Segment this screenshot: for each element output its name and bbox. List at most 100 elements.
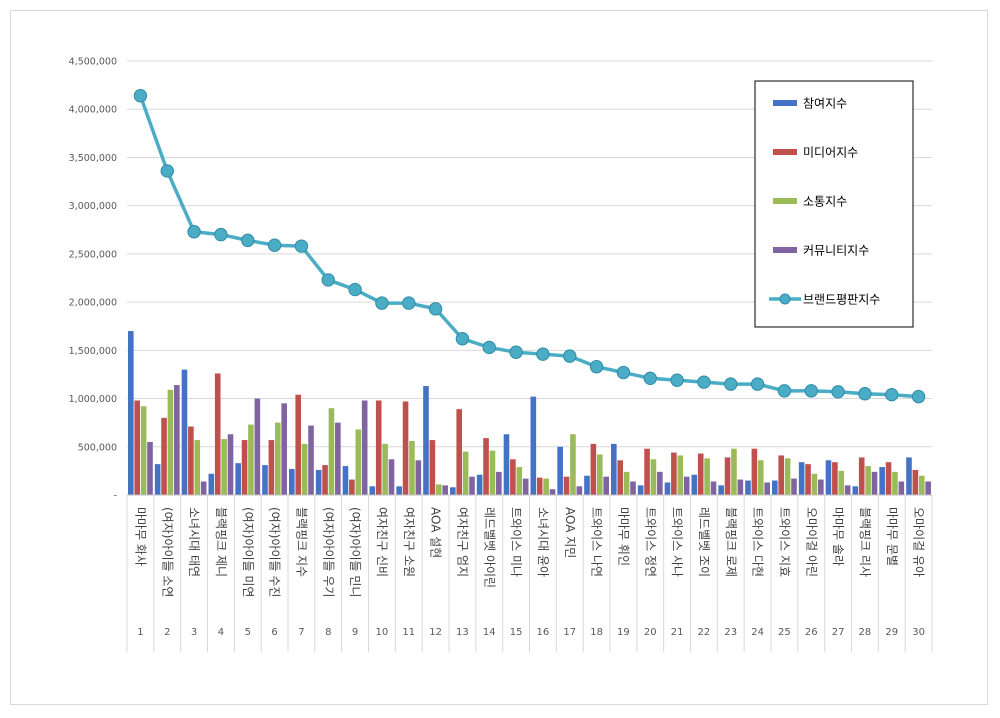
category-label: 트와이스 사나 bbox=[670, 507, 684, 577]
bar-참여지수-4 bbox=[208, 473, 215, 495]
category-label: 여자친구 소원 bbox=[402, 507, 416, 577]
bar-미디어지수-21 bbox=[671, 452, 677, 495]
bar-참여지수-20 bbox=[637, 485, 644, 495]
rank-label: 23 bbox=[724, 627, 737, 638]
bar-미디어지수-23 bbox=[724, 457, 731, 495]
category-label: 소녀시대 윤아 bbox=[536, 507, 550, 577]
bar-참여지수-11 bbox=[396, 486, 402, 495]
bar-참여지수-26 bbox=[798, 462, 805, 495]
bar-소통지수-13 bbox=[462, 451, 469, 495]
point-brand-reputation-11 bbox=[402, 296, 416, 310]
legend-swatch-marker bbox=[779, 293, 791, 305]
bar-소통지수-18 bbox=[596, 454, 603, 495]
bar-소통지수-4 bbox=[221, 439, 227, 495]
chart-frame: - 500,000 1,000,000 1,500,000 2,000,000 2,500… bbox=[10, 10, 988, 705]
point-brand-reputation-5 bbox=[241, 233, 255, 248]
y-axis-ticks: - 500,000 1,000,000 1,500,000 2,000,000 2,500… bbox=[69, 57, 117, 502]
bar-소통지수-29 bbox=[892, 471, 898, 495]
bar-소통지수-19 bbox=[623, 471, 630, 495]
bar-참여지수-2 bbox=[154, 464, 161, 495]
category-label: 여자친구 신비 bbox=[375, 507, 389, 577]
bar-참여지수-24 bbox=[745, 480, 751, 495]
bar-소통지수-8 bbox=[328, 408, 335, 495]
legend-label: 소통지수 bbox=[803, 195, 847, 209]
bar-소통지수-23 bbox=[731, 448, 737, 495]
bar-소통지수-9 bbox=[355, 429, 362, 495]
y-tick-label: 1,000,000 bbox=[69, 394, 117, 405]
rank-label: 14 bbox=[483, 627, 496, 638]
rank-label: 1 bbox=[137, 627, 143, 638]
rank-label: 7 bbox=[298, 627, 304, 638]
bar-미디어지수-13 bbox=[456, 409, 463, 495]
bar-미디어지수-6 bbox=[268, 440, 275, 495]
bar-소통지수-25 bbox=[784, 458, 791, 495]
category-label: 마마무 화사 bbox=[133, 507, 147, 566]
bar-참여지수-15 bbox=[503, 434, 510, 495]
y-tick-label: 4,000,000 bbox=[69, 105, 117, 116]
legend-label: 미디어지수 bbox=[803, 146, 858, 160]
bar-미디어지수-12 bbox=[429, 440, 436, 495]
category-label: 레드벨벳 조이 bbox=[697, 507, 711, 577]
y-tick-label: 3,500,000 bbox=[69, 153, 117, 164]
line-series bbox=[133, 89, 926, 404]
rank-label: 16 bbox=[537, 627, 550, 638]
bar-커뮤니티지수-19 bbox=[630, 481, 636, 495]
bar-커뮤니티지수-27 bbox=[844, 485, 851, 495]
bar-미디어지수-2 bbox=[161, 417, 167, 495]
bar-참여지수-3 bbox=[181, 369, 188, 495]
bar-소통지수-11 bbox=[409, 440, 415, 495]
bar-참여지수-12 bbox=[423, 386, 429, 495]
point-brand-reputation-2 bbox=[160, 164, 174, 178]
bar-참여지수-6 bbox=[262, 465, 268, 495]
bar-미디어지수-22 bbox=[697, 453, 704, 495]
point-brand-reputation-27 bbox=[831, 385, 845, 399]
gridlines bbox=[127, 60, 932, 496]
bar-참여지수-9 bbox=[342, 466, 349, 495]
bar-커뮤니티지수-24 bbox=[764, 482, 770, 495]
bar-참여지수-1 bbox=[128, 331, 134, 495]
bar-참여지수-13 bbox=[450, 487, 456, 495]
point-brand-reputation-13 bbox=[455, 332, 470, 346]
bar-참여지수-18 bbox=[584, 475, 590, 495]
bar-미디어지수-9 bbox=[349, 479, 355, 495]
rank-label: 2 bbox=[164, 627, 170, 638]
y-tick-label: 2,000,000 bbox=[69, 298, 117, 309]
point-brand-reputation-26 bbox=[804, 384, 818, 398]
bar-소통지수-20 bbox=[650, 459, 657, 495]
rank-label: 20 bbox=[644, 627, 657, 638]
bar-미디어지수-30 bbox=[912, 469, 919, 495]
bar-참여지수-10 bbox=[369, 486, 376, 495]
category-label: 트와이스 지효 bbox=[777, 507, 791, 577]
category-label: 트와이스 정연 bbox=[643, 507, 657, 577]
bar-커뮤니티지수-22 bbox=[710, 481, 717, 495]
rank-label: 28 bbox=[859, 627, 872, 638]
bar-참여지수-27 bbox=[825, 460, 832, 495]
legend-swatch-미디어지수 bbox=[773, 149, 797, 155]
bar-참여지수-23 bbox=[718, 485, 724, 495]
bar-커뮤니티지수-8 bbox=[335, 422, 341, 495]
bar-참여지수-14 bbox=[476, 474, 483, 495]
point-brand-reputation-1 bbox=[133, 89, 148, 103]
rank-label: 12 bbox=[429, 627, 442, 638]
point-brand-reputation-6 bbox=[267, 238, 282, 252]
point-brand-reputation-20 bbox=[643, 371, 657, 386]
rank-label: 27 bbox=[832, 627, 845, 638]
category-label: 블랙핑크 제니 bbox=[214, 507, 228, 577]
bar-소통지수-21 bbox=[677, 455, 684, 495]
bar-커뮤니티지수-14 bbox=[496, 471, 502, 495]
rank-label: 5 bbox=[245, 627, 251, 638]
bar-커뮤니티지수-5 bbox=[254, 398, 261, 495]
bar-소통지수-28 bbox=[865, 466, 871, 495]
point-brand-reputation-12 bbox=[428, 302, 443, 316]
category-label: (여자)아이들 민니 bbox=[348, 507, 362, 597]
rank-label: 22 bbox=[698, 627, 711, 638]
bar-소통지수-22 bbox=[704, 458, 710, 495]
bar-참여지수-19 bbox=[611, 443, 617, 495]
bar-참여지수-8 bbox=[315, 469, 322, 495]
bar-소통지수-7 bbox=[301, 443, 308, 495]
category-label: 블랙핑크 리사 bbox=[858, 507, 872, 577]
bar-소통지수-5 bbox=[248, 424, 254, 495]
bar-소통지수-24 bbox=[757, 460, 764, 495]
point-brand-reputation-3 bbox=[187, 225, 201, 239]
bar-미디어지수-1 bbox=[134, 400, 141, 495]
